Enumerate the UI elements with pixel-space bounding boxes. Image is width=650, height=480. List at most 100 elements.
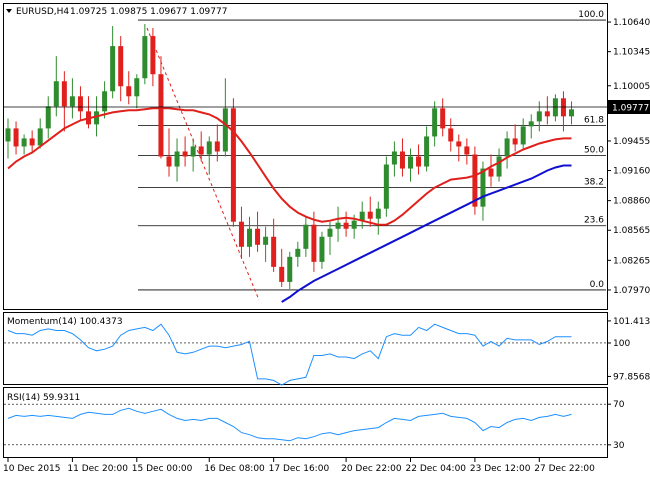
candle-body <box>134 78 140 97</box>
candle-body <box>222 108 228 152</box>
candle-body <box>424 136 430 167</box>
price-tick-label: 1.10345 <box>613 48 650 58</box>
candle-body <box>206 141 212 155</box>
candle-body <box>238 221 244 247</box>
fibonacci-levels: 100.0 61.8 50.0 38.2 23.6 0.0 <box>138 10 606 291</box>
candle-body <box>45 106 51 129</box>
candle-body <box>166 156 172 167</box>
candle-body <box>69 96 75 107</box>
candle-body <box>351 220 357 229</box>
candle-body <box>343 222 349 229</box>
rsi-tick-label: 30 <box>613 441 625 451</box>
momentum-title: Momentum(14) 100.4373 <box>7 317 123 327</box>
candle-body <box>118 46 124 87</box>
rsi-indicator: 70 30 <box>4 400 625 451</box>
candle-body <box>367 211 373 219</box>
candle-body <box>174 151 180 167</box>
candle-body <box>61 81 67 107</box>
candle-body <box>271 236 277 267</box>
candle-body <box>5 128 11 142</box>
candle-body <box>53 81 59 107</box>
symbol-timeframe: EURUSD,H4 <box>16 7 69 17</box>
fib-level-label: 50.0 <box>584 145 604 155</box>
candle-body <box>295 248 301 257</box>
fib-level-label: 38.2 <box>584 178 604 188</box>
price-tick-label: 1.09455 <box>613 137 650 147</box>
rsi-line <box>7 407 572 442</box>
momentum-line <box>7 323 572 386</box>
candle-body <box>536 111 542 122</box>
price-tick-label: 1.10640 <box>613 18 650 28</box>
candle-body <box>94 111 100 125</box>
candle-body <box>126 86 132 97</box>
fib-level-label: 100.0 <box>578 10 604 20</box>
candle-body <box>303 224 309 249</box>
candle-body <box>190 146 196 157</box>
fib-level-label: 61.8 <box>584 115 604 125</box>
candle-body <box>464 146 470 155</box>
candle-body <box>504 138 510 157</box>
time-tick-label: 22 Dec 04:00 <box>406 464 467 474</box>
time-tick-label: 27 Dec 22:00 <box>534 464 595 474</box>
candle-body <box>496 156 502 177</box>
price-tick-label: 1.08565 <box>613 226 650 236</box>
candle-body <box>327 228 333 237</box>
candle-body <box>383 164 389 209</box>
candle-body <box>528 121 534 127</box>
candle-body <box>214 141 220 152</box>
candle-body <box>456 141 462 147</box>
price-tick-label: 1.08265 <box>613 256 650 266</box>
candle-body <box>37 128 43 146</box>
candle-body <box>182 151 188 157</box>
candle-body <box>472 154 478 207</box>
fib-level-label: 23.6 <box>584 216 604 226</box>
candle-body <box>488 168 494 177</box>
rsi-panel-frame <box>3 387 608 458</box>
price-tick-label: 1.07970 <box>613 286 650 296</box>
moving-average-fast <box>7 107 572 226</box>
candle-body <box>279 266 285 282</box>
candle-body <box>432 108 438 137</box>
momentum-indicator: 101.4137 100 97.8568 <box>4 317 650 386</box>
candle-body <box>399 151 405 169</box>
ohlc-values: 1.09725 1.09875 1.09677 1.09777 <box>70 7 227 17</box>
time-tick-label: 11 Dec 20:00 <box>67 464 128 474</box>
candle-body <box>21 138 27 147</box>
time-axis: 10 Dec 2015 11 Dec 20:00 15 Dec 00:00 16 De… <box>3 458 595 474</box>
candle-body <box>230 108 236 222</box>
candle-body <box>142 36 148 79</box>
candle-body <box>440 108 446 129</box>
price-panel-frame <box>3 3 608 310</box>
candle-body <box>416 156 422 167</box>
candle-body <box>150 36 156 75</box>
candle-body <box>255 228 261 245</box>
candle-body <box>375 208 381 219</box>
candle-body <box>77 96 83 112</box>
collapse-triangle-icon[interactable] <box>6 9 12 13</box>
candle-body <box>569 109 574 117</box>
price-tick-label: 1.10005 <box>613 82 650 92</box>
time-tick-label: 10 Dec 2015 <box>3 464 61 474</box>
candles <box>5 24 574 289</box>
current-price-tag <box>608 100 650 114</box>
candle-body <box>359 211 365 221</box>
candle-body <box>29 138 35 146</box>
candle-body <box>448 128 454 142</box>
momentum-tick-label: 100 <box>613 339 630 349</box>
time-tick-label: 16 Dec 08:00 <box>204 464 265 474</box>
price-tick-label: 1.09160 <box>613 167 650 177</box>
candle-body <box>335 222 341 229</box>
price-axis: 1.10640 1.10345 1.10005 1.09455 1.09160 1.088… <box>607 18 650 296</box>
candle-body <box>408 156 413 169</box>
fib-anchor-line[interactable] <box>146 27 260 301</box>
moving-average-slow <box>281 164 572 303</box>
candle-body <box>198 146 204 155</box>
candle-body <box>544 111 550 117</box>
candle-body <box>287 256 293 282</box>
candle-body <box>13 128 19 147</box>
candle-body <box>102 91 108 112</box>
candle-body <box>391 151 397 165</box>
candle-body <box>158 74 164 157</box>
